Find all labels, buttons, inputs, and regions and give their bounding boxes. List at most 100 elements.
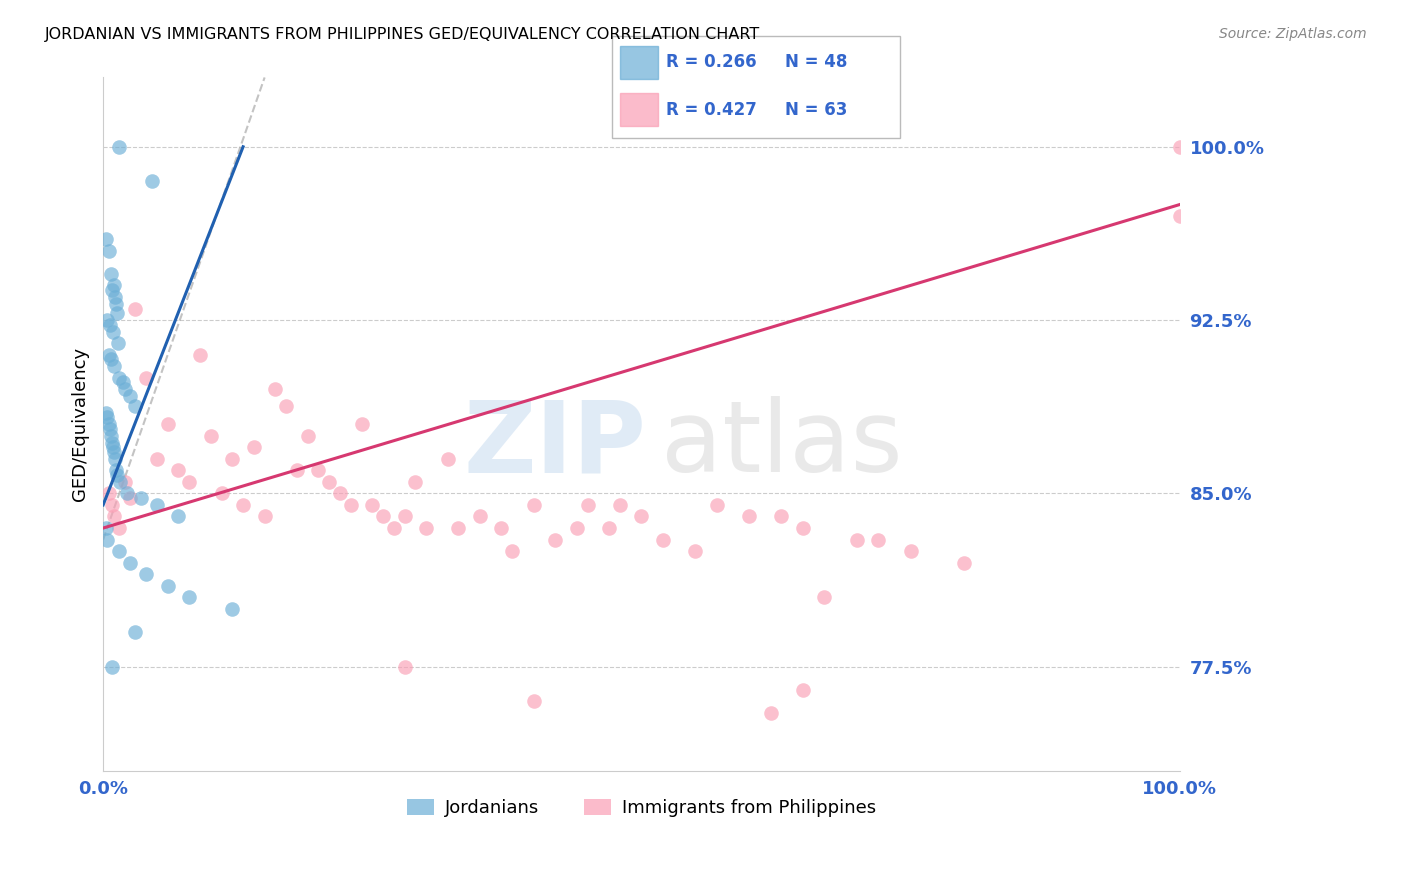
Point bbox=[98, 318, 121, 332]
Point bbox=[115, 486, 138, 500]
Point bbox=[108, 544, 131, 558]
Point bbox=[96, 405, 118, 419]
Point bbox=[221, 451, 243, 466]
Point bbox=[900, 544, 922, 558]
Point bbox=[447, 521, 470, 535]
Text: Source: ZipAtlas.com: Source: ZipAtlas.com bbox=[1219, 27, 1367, 41]
Point bbox=[179, 475, 201, 489]
Bar bbox=[620, 45, 658, 78]
Point bbox=[167, 509, 190, 524]
Point bbox=[114, 475, 136, 489]
Point bbox=[371, 509, 394, 524]
Point bbox=[108, 140, 131, 154]
Point bbox=[1168, 140, 1191, 154]
Point bbox=[415, 521, 437, 535]
Point bbox=[96, 521, 118, 535]
Point bbox=[103, 509, 125, 524]
Text: R = 0.427: R = 0.427 bbox=[666, 101, 758, 119]
Point bbox=[683, 544, 706, 558]
Point bbox=[792, 682, 814, 697]
Point bbox=[232, 498, 254, 512]
Point bbox=[211, 486, 233, 500]
Point bbox=[339, 498, 361, 512]
Point bbox=[188, 348, 211, 362]
Text: atlas: atlas bbox=[661, 396, 903, 493]
Point bbox=[813, 591, 835, 605]
Point bbox=[103, 359, 125, 374]
Text: JORDANIAN VS IMMIGRANTS FROM PHILIPPINES GED/EQUIVALENCY CORRELATION CHART: JORDANIAN VS IMMIGRANTS FROM PHILIPPINES… bbox=[45, 27, 761, 42]
Point bbox=[156, 579, 179, 593]
Point bbox=[706, 498, 728, 512]
Y-axis label: GED/Equivalency: GED/Equivalency bbox=[72, 347, 89, 501]
Point bbox=[97, 486, 120, 500]
Point bbox=[285, 463, 308, 477]
Point bbox=[100, 659, 122, 673]
Text: N = 48: N = 48 bbox=[785, 54, 846, 71]
Point bbox=[491, 521, 513, 535]
Point bbox=[792, 521, 814, 535]
Text: R = 0.266: R = 0.266 bbox=[666, 54, 756, 71]
Point bbox=[124, 625, 146, 640]
Point bbox=[576, 498, 599, 512]
Point bbox=[146, 451, 169, 466]
Point bbox=[598, 521, 620, 535]
Text: N = 63: N = 63 bbox=[785, 101, 846, 119]
Point bbox=[404, 475, 426, 489]
Point bbox=[97, 244, 120, 258]
Point bbox=[200, 428, 222, 442]
Point bbox=[468, 509, 491, 524]
Point bbox=[609, 498, 631, 512]
Point bbox=[436, 451, 458, 466]
Legend: Jordanians, Immigrants from Philippines: Jordanians, Immigrants from Philippines bbox=[399, 791, 883, 824]
Point bbox=[565, 521, 588, 535]
Point bbox=[114, 383, 136, 397]
Point bbox=[1168, 209, 1191, 223]
Point bbox=[221, 602, 243, 616]
Point bbox=[104, 290, 127, 304]
Point bbox=[100, 498, 122, 512]
Point bbox=[179, 591, 201, 605]
Point bbox=[135, 371, 157, 385]
Point bbox=[770, 509, 793, 524]
Point bbox=[501, 544, 523, 558]
Point bbox=[124, 301, 146, 316]
Point bbox=[97, 348, 120, 362]
Text: ZIP: ZIP bbox=[464, 396, 647, 493]
Point bbox=[297, 428, 319, 442]
Point bbox=[544, 533, 567, 547]
Point bbox=[110, 475, 132, 489]
Point bbox=[104, 451, 127, 466]
Point bbox=[318, 475, 340, 489]
Point bbox=[108, 521, 131, 535]
Point bbox=[382, 521, 405, 535]
Point bbox=[845, 533, 868, 547]
Point bbox=[107, 336, 129, 351]
Point bbox=[105, 463, 128, 477]
Point bbox=[97, 417, 120, 431]
Point bbox=[100, 435, 122, 450]
Point bbox=[105, 467, 128, 482]
Point bbox=[103, 444, 125, 458]
Point bbox=[167, 463, 190, 477]
Point bbox=[156, 417, 179, 431]
Point bbox=[253, 509, 276, 524]
Point bbox=[96, 232, 118, 246]
Point bbox=[141, 174, 163, 188]
Point bbox=[868, 533, 890, 547]
Point bbox=[124, 399, 146, 413]
Point bbox=[953, 556, 976, 570]
Point bbox=[759, 706, 782, 720]
Point bbox=[96, 313, 118, 327]
Point bbox=[329, 486, 352, 500]
Point bbox=[100, 283, 122, 297]
Point bbox=[105, 306, 128, 320]
Point bbox=[100, 267, 122, 281]
Bar bbox=[620, 93, 658, 126]
Point bbox=[276, 399, 298, 413]
Point bbox=[146, 498, 169, 512]
Point bbox=[350, 417, 373, 431]
Point bbox=[111, 376, 134, 390]
Point bbox=[264, 383, 287, 397]
Point bbox=[523, 694, 546, 708]
Point bbox=[135, 567, 157, 582]
